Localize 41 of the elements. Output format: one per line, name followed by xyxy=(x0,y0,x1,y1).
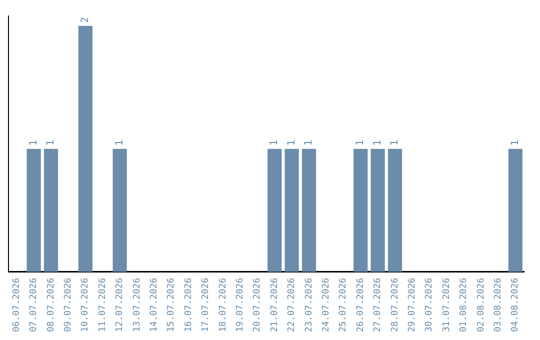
x-tick-label: 06.07.2026 xyxy=(12,278,22,332)
x-tick-label: 25.07.2026 xyxy=(338,278,349,332)
data-label: 1 xyxy=(355,140,366,146)
data-label: 1 xyxy=(510,140,521,146)
x-tick-label: 14.07.2026 xyxy=(150,278,160,332)
x-tick-label: 28.07.2026 xyxy=(390,278,400,332)
data-label: 1 xyxy=(28,140,40,146)
x-tick-label: 29.07.2026 xyxy=(408,278,418,332)
x-tick-label: 02.08.2026 xyxy=(476,278,486,332)
data-label: 1 xyxy=(372,140,384,146)
x-tick-label: 24.07.2026 xyxy=(322,278,332,332)
x-tick-label: 04.08.2026 xyxy=(510,278,521,332)
x-tick-label: 23.07.2026 xyxy=(304,278,314,332)
x-tick-label: 21.07.2026 xyxy=(270,278,280,332)
data-label: 1 xyxy=(114,140,126,146)
x-tick-label: 09.07.2026 xyxy=(64,278,74,332)
x-tick-label: 12.07.2026 xyxy=(115,278,126,332)
x-tick-label: 07.07.2026 xyxy=(29,278,40,332)
x-tick-label: 03.08.2026 xyxy=(494,278,504,332)
x-tick-label: 16.07.2026 xyxy=(184,278,194,332)
x-tick-label: 22.07.2026 xyxy=(287,278,298,332)
data-label: 1 xyxy=(286,140,298,146)
x-tick-label: 11.07.2026 xyxy=(98,278,108,332)
x-tick-label: 08.07.2026 xyxy=(46,278,56,332)
x-tick-label: 19.07.2026 xyxy=(236,278,246,332)
data-label: 1 xyxy=(304,140,315,146)
x-tick-label: 17.07.2026 xyxy=(201,278,212,332)
x-tick-label: 20.07.2026 xyxy=(252,278,263,332)
x-tick-label: 01.08.2026 xyxy=(459,278,470,332)
x-tick-label: 18.07.2026 xyxy=(218,278,228,332)
data-label: 1 xyxy=(269,140,280,146)
x-tick-label: 31.07.2026 xyxy=(442,278,452,332)
x-tick-label: 10.07.2026 xyxy=(80,278,91,332)
data-label: 2 xyxy=(80,16,91,23)
data-label: 1 xyxy=(46,140,57,146)
x-tick-label: 13.07.2026 xyxy=(132,278,142,332)
x-tick-label: 30.07.2026 xyxy=(424,278,435,332)
x-tick-label: 26.07.2026 xyxy=(356,278,366,332)
x-tick-label: 27.07.2026 xyxy=(373,278,384,332)
data-label: 1 xyxy=(390,140,401,146)
x-tick-label: 15.07.2026 xyxy=(166,278,177,332)
